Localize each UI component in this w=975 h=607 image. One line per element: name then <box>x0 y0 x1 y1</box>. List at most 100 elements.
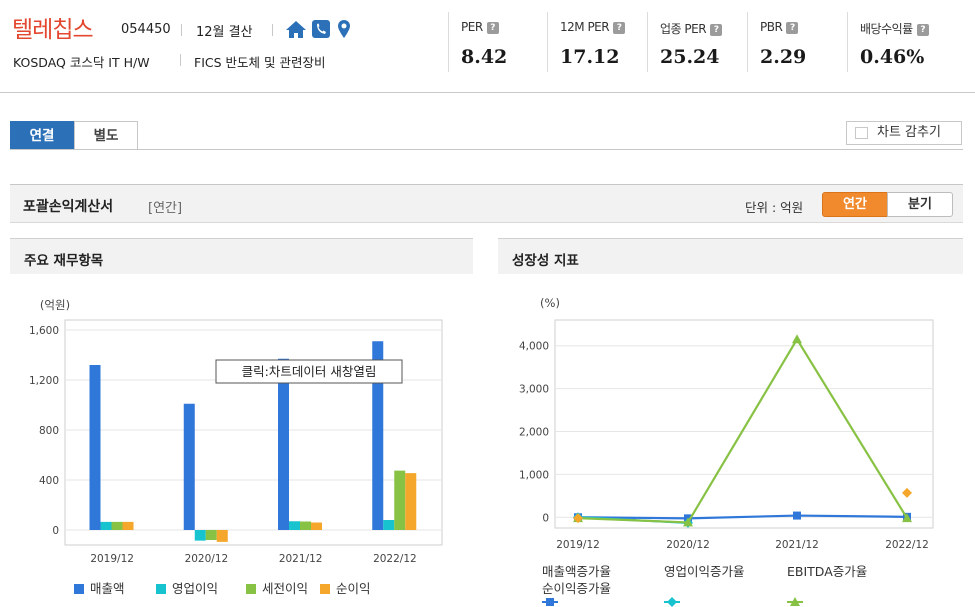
annual-toggle[interactable]: 연간 <box>822 192 888 217</box>
data-point <box>790 597 800 606</box>
legend-item[interactable]: 순이익증가율 <box>542 578 611 597</box>
bar[interactable] <box>289 521 301 530</box>
metric-per: PER? 8.42 <box>448 12 548 72</box>
help-icon[interactable]: ? <box>613 22 626 34</box>
plot-area <box>64 319 443 546</box>
data-point[interactable] <box>792 334 802 344</box>
tooltip-text: 클릭:차트데이터 새창열림 <box>242 364 377 379</box>
metric-value: 0.46% <box>860 46 925 68</box>
legend-item[interactable]: 순이익 <box>320 578 371 597</box>
bar[interactable] <box>372 341 384 530</box>
legend-label: 영업이익증가율 <box>664 564 745 579</box>
legend-item[interactable]: EBITDA증가율 <box>787 561 867 606</box>
header-divider <box>180 54 181 66</box>
bar[interactable] <box>205 530 217 540</box>
tooltip-box <box>215 359 403 384</box>
legend-item[interactable]: 영업이익증가율 <box>664 561 745 607</box>
data-point[interactable] <box>902 487 912 498</box>
company-name[interactable]: 텔레칩스 <box>12 17 94 43</box>
x-tick-label: 2019/12 <box>90 553 134 564</box>
chart-toggle-icon <box>855 127 868 139</box>
help-icon[interactable]: ? <box>710 24 723 36</box>
legend-swatch <box>246 584 256 594</box>
bar[interactable] <box>100 521 112 530</box>
bar[interactable] <box>300 521 312 531</box>
stock-header: 텔레칩스 054450 12월 결산 KOSDAQ 코스닥 IT H/W FIC… <box>0 0 975 93</box>
data-point[interactable] <box>573 513 583 524</box>
bar[interactable] <box>183 403 195 530</box>
help-icon[interactable]: ? <box>486 22 499 34</box>
bar[interactable] <box>111 521 123 530</box>
legend-label: 세전이익 <box>262 581 309 596</box>
metric-industry-per: 업종 PER? 25.24 <box>647 12 747 72</box>
bar[interactable] <box>311 522 323 531</box>
metric-value: 2.29 <box>760 46 807 68</box>
location-pin-icon[interactable] <box>337 19 351 39</box>
key-financials-chart[interactable]: 0 400 800 1,200 1,600 (억원) 2019/12 2020/12 2021/… <box>10 274 473 564</box>
phone-icon[interactable] <box>312 19 330 39</box>
panel-title: 성장성 지표 <box>512 253 579 269</box>
y-tick-label: 800 <box>39 425 59 437</box>
legend-item[interactable]: 매출액증가율 <box>542 561 612 606</box>
bar[interactable] <box>405 473 417 530</box>
bar[interactable] <box>89 365 101 530</box>
x-tick-label: 2020/12 <box>666 539 710 551</box>
y-tick-label: 3,000 <box>519 384 549 396</box>
legend-item[interactable]: 세전이익 <box>246 578 308 597</box>
legend-label: 매출액 <box>90 581 125 596</box>
y-tick-label: 2,000 <box>519 427 549 439</box>
income-statement-bar: 포괄손익계산서 [연간] 단위 : 억원 연간 분기 <box>10 184 963 223</box>
x-tick-label: 2021/12 <box>279 553 323 564</box>
metric-dividend-yield: 배당수익률? 0.46% <box>847 12 967 72</box>
legend-marker <box>787 597 803 606</box>
growth-indicators-chart[interactable]: 0 1,000 2,000 3,000 4,000 (%) 2019/12 2020/12 20… <box>498 274 963 564</box>
legend-label: 매출액증가율 <box>542 564 612 579</box>
legend-item[interactable]: 매출액 <box>74 578 125 597</box>
panel-title: 주요 재무항목 <box>24 253 104 269</box>
tab-consolidated[interactable]: 연결 <box>10 121 74 150</box>
hide-chart-button[interactable]: 차트 감추기 <box>846 121 962 145</box>
y-tick-label: 1,000 <box>519 469 549 481</box>
y-tick-label: 1,200 <box>29 375 59 387</box>
legend-marker <box>664 597 680 607</box>
metric-value: 8.42 <box>461 46 508 68</box>
sector-classification: FICS 반도체 및 관련장비 <box>194 55 326 70</box>
tab-separate[interactable]: 별도 <box>74 121 138 150</box>
data-point[interactable] <box>683 517 693 527</box>
legend-marker <box>542 598 558 606</box>
data-point[interactable] <box>793 511 801 520</box>
help-icon[interactable]: ? <box>786 22 799 34</box>
unit-label: 단위 : 억원 <box>745 200 804 215</box>
market-classification: KOSDAQ 코스닥 IT H/W <box>13 55 150 70</box>
quarter-toggle[interactable]: 분기 <box>887 192 953 217</box>
x-tick-label: 2021/12 <box>775 539 819 551</box>
legend-item[interactable]: 영업이익 <box>156 578 218 597</box>
key-financials-panel: 주요 재무항목 0 400 800 1,200 1,600 (억원) 2019/12 2020… <box>10 238 473 607</box>
legend-label: 순이익 <box>336 581 371 596</box>
metric-pbr: PBR? 2.29 <box>747 12 847 72</box>
help-icon[interactable]: ? <box>916 24 929 36</box>
y-tick-label: 1,600 <box>29 325 59 337</box>
bar[interactable] <box>216 530 228 542</box>
bar[interactable] <box>278 358 290 530</box>
header-divider <box>272 24 273 36</box>
bar[interactable] <box>394 470 406 530</box>
y-axis-label: (억원) <box>40 298 70 312</box>
y-tick-label: 4,000 <box>519 341 549 353</box>
data-point[interactable] <box>902 513 912 523</box>
section-period: [연간] <box>148 201 183 216</box>
header-divider <box>181 24 182 36</box>
legend-label: 순이익증가율 <box>542 581 612 596</box>
y-tick-label: 0 <box>542 512 549 524</box>
legend-swatch <box>320 584 330 594</box>
y-tick-label: 0 <box>52 525 59 537</box>
x-tick-label: 2022/12 <box>373 553 417 564</box>
growth-indicators-panel: 성장성 지표 0 1,000 2,000 3,000 4,000 (%) 2019/12 20… <box>498 238 963 607</box>
home-icon[interactable] <box>285 19 307 39</box>
legend-swatch <box>74 584 84 594</box>
bar[interactable] <box>194 530 206 541</box>
bar[interactable] <box>383 520 395 530</box>
panel-header: 성장성 지표 <box>498 238 963 274</box>
x-tick-label: 2020/12 <box>185 553 229 564</box>
bar[interactable] <box>122 521 134 530</box>
